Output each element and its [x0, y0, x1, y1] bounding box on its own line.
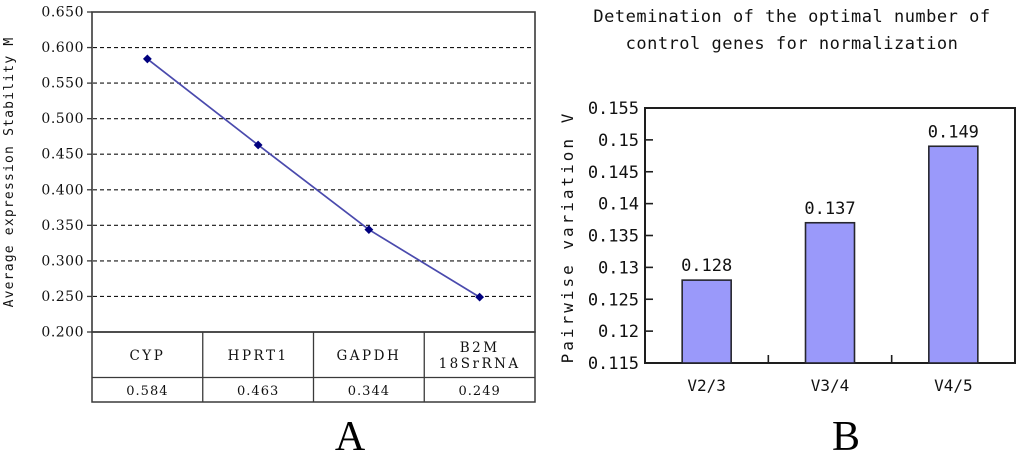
y-axis-tick-label: 0.600: [41, 40, 84, 56]
plot-area-border: [91, 11, 536, 333]
y-axis-title: Pairwise variation V: [560, 111, 577, 364]
table-category-label: 18SrRNA: [439, 356, 521, 372]
y-axis-tick-label: 0.200: [41, 325, 84, 341]
x-axis-category-label: V2/3: [687, 376, 726, 395]
y-axis-tick-label: 0.125: [588, 290, 639, 310]
bar: [681, 279, 732, 364]
table-value-label: 0.584: [126, 384, 168, 399]
bar: [928, 145, 979, 364]
chart-b-title-line2: control genes for normalization: [625, 34, 959, 54]
y-axis-tick-label: 0.145: [588, 163, 639, 183]
bar-value-label: 0.149: [928, 122, 979, 142]
y-axis-tick-label: 0.300: [41, 253, 84, 269]
table-value-label: 0.344: [348, 384, 390, 399]
table-value-label: 0.463: [237, 384, 279, 399]
data-point-marker: [253, 140, 263, 150]
y-axis-tick-label: 0.650: [41, 5, 84, 21]
y-axis-tick-label: 0.135: [588, 227, 639, 247]
y-axis-tick-label: 0.250: [41, 289, 84, 305]
y-axis-tick-label: 0.450: [41, 147, 84, 163]
y-axis-tick-label: 0.14: [598, 195, 639, 215]
table-category-label: GAPDH: [337, 348, 402, 364]
y-axis-tick-label: 0.13: [598, 258, 639, 278]
y-axis-tick-label: 0.550: [41, 76, 84, 92]
bar-value-label: 0.137: [804, 199, 855, 219]
bar-value-label: 0.128: [681, 256, 732, 276]
table-category-label: CYP: [129, 348, 165, 364]
data-point-marker: [475, 292, 485, 302]
y-axis-title: Average expression Stability M: [2, 37, 17, 308]
table-category-label: B2M: [460, 340, 500, 356]
table-category-label: HPRT1: [228, 348, 289, 364]
y-axis-tick-label: 0.400: [41, 182, 84, 198]
y-axis-tick-label: 0.155: [588, 99, 639, 119]
data-point-marker: [142, 54, 152, 64]
y-axis-tick-label: 0.500: [41, 111, 84, 127]
chart-b-title: Detemination of the optimal number of co…: [560, 4, 1024, 58]
data-point-marker: [364, 225, 374, 234]
y-axis-tick-label: 0.12: [598, 322, 639, 342]
table-value-label: 0.249: [459, 384, 501, 399]
y-axis-tick-label: 0.15: [598, 131, 639, 151]
panel-label-b: B: [831, 414, 860, 457]
y-axis-tick-label: 0.350: [41, 218, 84, 234]
x-axis-category-label: V4/5: [934, 376, 973, 395]
bar: [804, 221, 856, 364]
chart-b-title-line1: Detemination of the optimal number of: [593, 7, 991, 27]
panel-label-a: A: [334, 414, 366, 457]
chart-b-bar-plot: 0.155 0.15 0.145 0.14 0.135 0.13 0.125 0.12 0.11…: [560, 99, 1016, 395]
x-axis-category-label: V3/4: [811, 376, 850, 395]
series-line: [146, 58, 481, 298]
chart-a-line-plot: 0.650 0.600 0.550 0.500 0.450 0.400 0.350 0.300…: [2, 5, 536, 403]
y-axis-tick-label: 0.115: [588, 354, 639, 374]
